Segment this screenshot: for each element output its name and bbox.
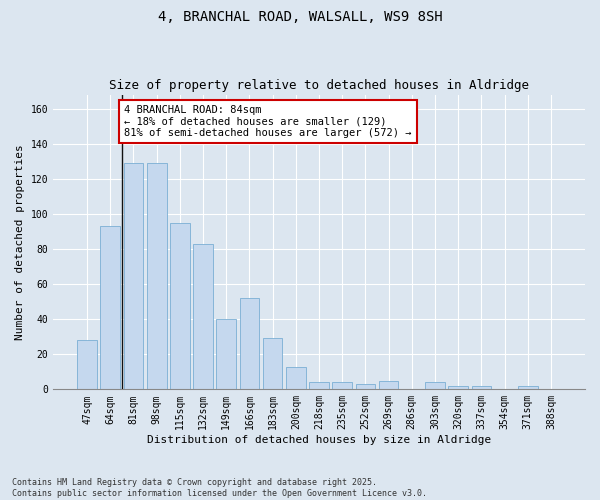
Text: 4, BRANCHAL ROAD, WALSALL, WS9 8SH: 4, BRANCHAL ROAD, WALSALL, WS9 8SH <box>158 10 442 24</box>
Bar <box>263 338 283 390</box>
Y-axis label: Number of detached properties: Number of detached properties <box>15 144 25 340</box>
Bar <box>448 386 468 390</box>
Bar <box>147 163 167 390</box>
Bar <box>286 366 305 390</box>
Bar <box>356 384 375 390</box>
Bar <box>124 163 143 390</box>
Bar <box>170 222 190 390</box>
Title: Size of property relative to detached houses in Aldridge: Size of property relative to detached ho… <box>109 79 529 92</box>
Bar <box>193 244 213 390</box>
Bar <box>332 382 352 390</box>
Text: 4 BRANCHAL ROAD: 84sqm
← 18% of detached houses are smaller (129)
81% of semi-de: 4 BRANCHAL ROAD: 84sqm ← 18% of detached… <box>124 105 412 138</box>
Bar <box>239 298 259 390</box>
Bar <box>100 226 120 390</box>
Text: Contains HM Land Registry data © Crown copyright and database right 2025.
Contai: Contains HM Land Registry data © Crown c… <box>12 478 427 498</box>
Bar <box>425 382 445 390</box>
Bar <box>472 386 491 390</box>
Bar <box>77 340 97 390</box>
Bar <box>309 382 329 390</box>
Bar <box>379 380 398 390</box>
Bar <box>217 319 236 390</box>
X-axis label: Distribution of detached houses by size in Aldridge: Distribution of detached houses by size … <box>147 435 491 445</box>
Bar <box>518 386 538 390</box>
